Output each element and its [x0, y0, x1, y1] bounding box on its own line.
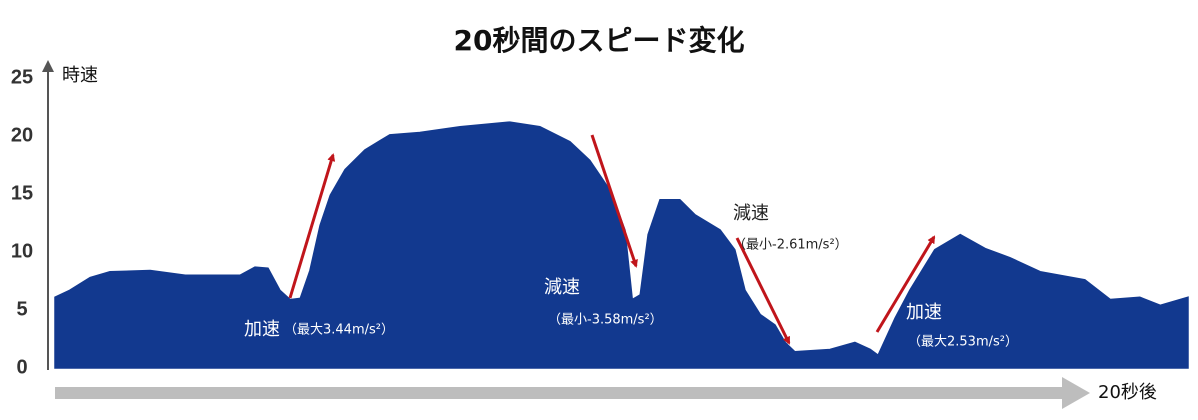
x-axis-arrow	[1062, 377, 1090, 409]
y-axis-arrow	[42, 60, 54, 72]
annotation-label: 減速	[733, 203, 769, 224]
annotation-detail: （最小-3.58m/s²）	[548, 313, 663, 328]
chart-title: 20秒間のスピード変化	[454, 24, 745, 57]
y-tick-label: 20	[11, 124, 33, 146]
y-tick-label: 15	[11, 182, 33, 204]
y-tick-label: 5	[16, 298, 27, 320]
annotation-label: 減速	[544, 277, 580, 298]
y-axis-label: 時速	[62, 65, 98, 86]
accel-arrow	[288, 153, 336, 299]
annotation-label: 加速	[244, 319, 280, 340]
annotation-detail: （最大2.53m/s²）	[908, 335, 1018, 350]
y-tick-label: 25	[11, 66, 33, 88]
area	[54, 121, 1189, 369]
decel-arrow	[735, 237, 791, 345]
x-axis-label: 20秒後	[1098, 382, 1157, 403]
y-tick-label: 0	[16, 356, 27, 378]
plot-area: 0 5 10 15 20 25	[11, 66, 1189, 378]
annotation-detail: （最大3.44m/s²）	[284, 323, 394, 338]
annotation-detail: （最小-2.61m/s²）	[733, 238, 848, 253]
x-axis	[55, 387, 1065, 399]
y-tick-label: 10	[11, 240, 33, 262]
accel-arrow	[875, 235, 936, 333]
arrows	[288, 134, 936, 345]
decel-arrow	[590, 134, 638, 268]
annotation-label: 加速	[906, 302, 942, 323]
